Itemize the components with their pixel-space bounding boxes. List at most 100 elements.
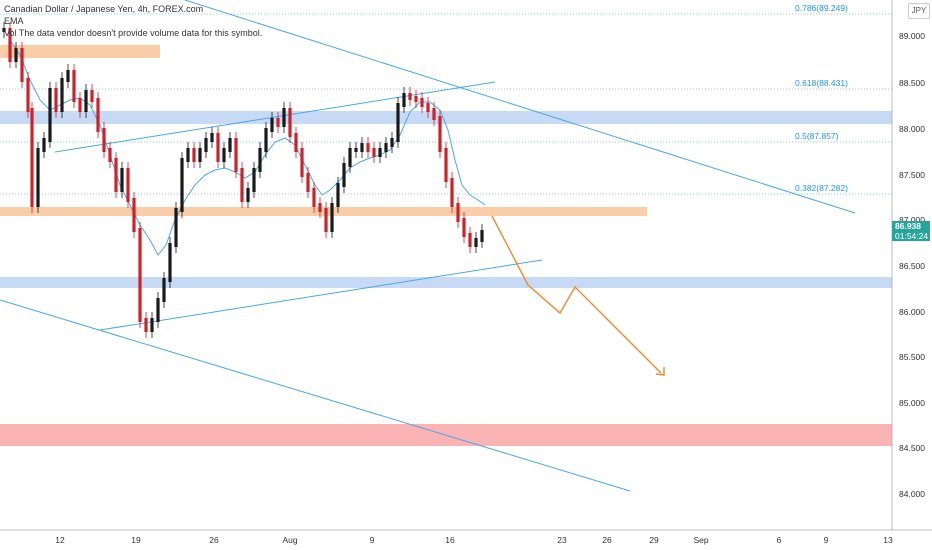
candle-body xyxy=(390,138,394,147)
x-tick: 9 xyxy=(824,535,829,545)
candle-body xyxy=(318,203,322,212)
x-tick: Aug xyxy=(282,535,297,545)
candle-body xyxy=(372,148,376,157)
candle-body xyxy=(48,88,52,142)
y-tick: 84.000 xyxy=(899,489,925,499)
candle-body xyxy=(234,138,238,172)
candle-body xyxy=(360,143,364,152)
last-price-value: 86.938 xyxy=(895,221,921,231)
candle-body xyxy=(414,96,418,102)
candle-body xyxy=(426,103,430,112)
candle-body xyxy=(60,78,64,112)
candle-body xyxy=(354,148,358,152)
candle-body xyxy=(450,178,454,207)
candle-body xyxy=(120,168,124,192)
currency-badge[interactable]: JPY xyxy=(908,3,930,19)
candle-body xyxy=(468,233,472,247)
candle-body xyxy=(102,128,106,152)
candle-body xyxy=(348,148,352,167)
x-tick: 13 xyxy=(883,535,893,545)
candle-body xyxy=(438,116,442,152)
candle-body xyxy=(198,148,202,162)
candle-body xyxy=(264,128,268,152)
candle-body xyxy=(252,168,256,192)
candle-body xyxy=(210,133,214,142)
orange-zone-mid xyxy=(0,207,647,216)
volume-notice: The data vendor doesn't provide volume d… xyxy=(18,28,263,38)
y-tick: 88.500 xyxy=(899,78,925,88)
candle-body xyxy=(144,318,148,332)
candle-body xyxy=(474,238,478,247)
candle-body xyxy=(162,278,166,302)
candle-body xyxy=(114,158,118,192)
candle-body xyxy=(408,93,412,100)
x-tick: 16 xyxy=(445,535,455,545)
fib-label-0382: 0.382(87.282) xyxy=(795,183,848,193)
candle-body xyxy=(174,208,178,247)
price-axis[interactable]: 89.000 88.500 88.000 87.500 87.000 86.50… xyxy=(899,31,925,499)
candle-body xyxy=(432,108,436,120)
time-axis[interactable]: 12 19 26 Aug 9 16 23 26 29 Sep 6 9 13 xyxy=(55,535,893,545)
candle-body xyxy=(312,188,316,207)
trendline-lower-channel xyxy=(0,299,631,492)
candle-body xyxy=(2,28,6,32)
x-tick: 26 xyxy=(209,535,219,545)
x-tick: 9 xyxy=(370,535,375,545)
candle-body xyxy=(84,90,88,112)
candle-body xyxy=(288,108,292,137)
x-tick: 19 xyxy=(131,535,141,545)
blue-zone-upper xyxy=(0,111,892,124)
ema-indicator-label[interactable]: EMA xyxy=(4,16,24,26)
x-tick: 29 xyxy=(649,535,659,545)
candle-body xyxy=(366,143,370,152)
candle-body xyxy=(222,148,226,162)
candle-body xyxy=(8,28,12,62)
candle-body xyxy=(126,168,130,202)
candle-body xyxy=(336,183,340,207)
bar-countdown: 01:54:24 xyxy=(895,231,929,241)
y-tick: 84.500 xyxy=(899,443,925,453)
candle-body xyxy=(66,70,70,82)
candle-body xyxy=(444,148,448,182)
volume-indicator-row: Vol The data vendor doesn't provide volu… xyxy=(4,27,262,39)
zones-layer xyxy=(0,45,892,446)
projection-arrowhead xyxy=(655,367,665,376)
candle-body xyxy=(258,148,262,172)
candle-body xyxy=(396,103,400,142)
candle-body xyxy=(96,98,100,132)
blue-zone-lower xyxy=(0,277,892,288)
candle-body xyxy=(300,148,304,177)
candle-body xyxy=(150,318,154,332)
x-tick: 23 xyxy=(557,535,567,545)
candle-body xyxy=(180,158,184,212)
symbol-title[interactable]: Canadian Dollar / Japanese Yen, 4h, FORE… xyxy=(4,4,204,14)
candle-body xyxy=(270,118,274,132)
candle-body xyxy=(14,48,18,62)
y-tick: 89.000 xyxy=(899,31,925,41)
x-tick: 6 xyxy=(777,535,782,545)
orange-zone-top xyxy=(0,45,160,58)
last-price-tag: 86.938 01:54:24 xyxy=(892,221,930,241)
volume-indicator-label[interactable]: Vol xyxy=(4,28,17,38)
candles-layer xyxy=(2,22,484,338)
candle-body xyxy=(228,138,232,152)
candle-body xyxy=(402,93,406,107)
y-tick: 86.500 xyxy=(899,261,925,271)
candle-body xyxy=(420,98,424,107)
candle-body xyxy=(132,198,136,232)
candle-body xyxy=(186,148,190,162)
candle-body xyxy=(26,78,30,112)
trendline-wedge-bottom xyxy=(99,259,543,331)
trend-lines xyxy=(0,0,856,492)
candle-body xyxy=(138,228,142,322)
candle-body xyxy=(108,148,112,162)
candle-body xyxy=(192,148,196,162)
candle-body xyxy=(342,163,346,187)
candle-body xyxy=(216,133,220,162)
candle-body xyxy=(384,143,388,152)
y-tick: 87.500 xyxy=(899,170,925,180)
x-tick: 12 xyxy=(55,535,65,545)
candle-body xyxy=(90,90,94,102)
